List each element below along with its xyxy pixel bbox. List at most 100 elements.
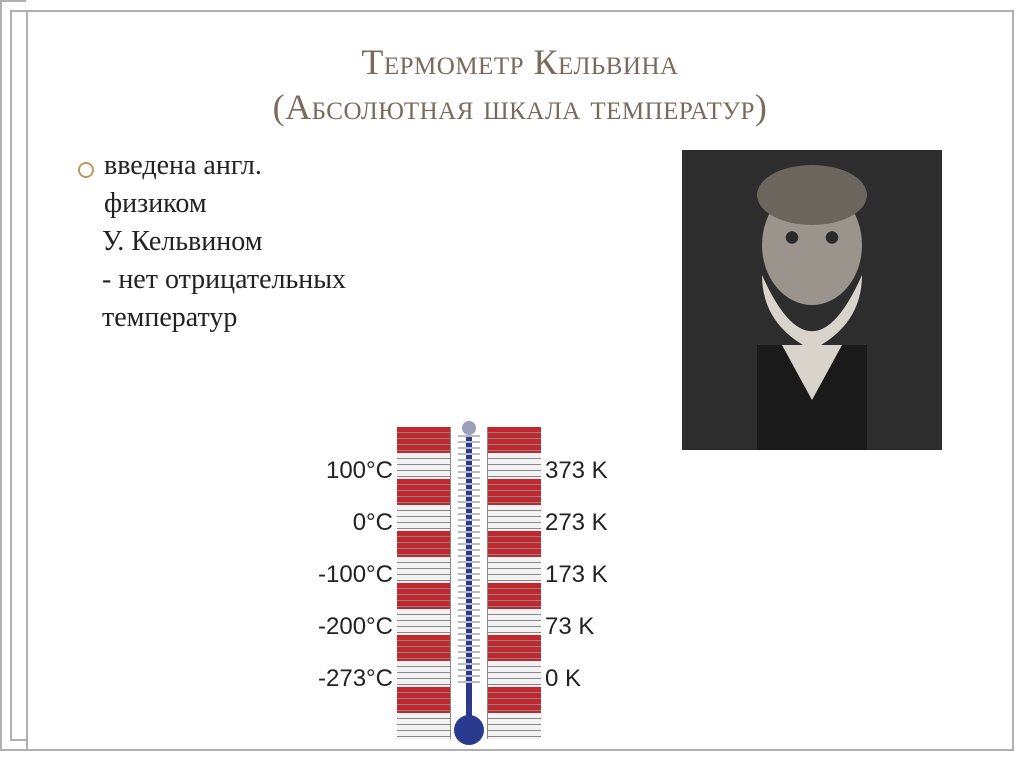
scale-block bbox=[397, 453, 451, 479]
thermometer-tick bbox=[458, 645, 480, 647]
scale-block bbox=[487, 713, 541, 739]
thermometer-tick bbox=[458, 555, 480, 557]
scale-block bbox=[487, 505, 541, 531]
thermometer-tick bbox=[458, 675, 480, 677]
thermometer-tick bbox=[458, 585, 480, 587]
scale-block bbox=[487, 479, 541, 505]
thermometer-tick bbox=[458, 477, 480, 479]
thermometer-tick bbox=[458, 447, 480, 449]
scale-block bbox=[397, 687, 451, 713]
scale-block bbox=[397, 609, 451, 635]
thermometer-tick bbox=[458, 591, 480, 593]
text-column: введена англ. физиком У. Кельвином - нет… bbox=[78, 150, 652, 450]
thermometer-tick bbox=[458, 435, 480, 437]
thermometer-tick bbox=[458, 453, 480, 455]
celsius-labels: 100°C 0°C -100°C -200°C -273°C bbox=[318, 445, 393, 710]
body-line-2: физиком bbox=[104, 188, 262, 220]
thermometer-tick bbox=[458, 489, 480, 491]
bullet-icon bbox=[78, 162, 94, 178]
kelvin-labels: 373 K 273 K 173 K 73 K 0 K bbox=[545, 445, 608, 710]
kelvin-173: 173 K bbox=[545, 549, 608, 601]
thermometer-tick bbox=[458, 501, 480, 503]
thermometer-tick bbox=[458, 549, 480, 551]
title-line2: (Абсолютная шкала температур) bbox=[273, 87, 768, 127]
thermometer-tick bbox=[458, 639, 480, 641]
thermometer-cap bbox=[462, 421, 476, 435]
celsius--200: -200°C bbox=[318, 601, 393, 653]
thermometer-tick bbox=[458, 663, 480, 665]
bullet-text: введена англ. физиком bbox=[104, 150, 262, 226]
kelvin-373: 373 K bbox=[545, 445, 608, 497]
thermometer-tick bbox=[458, 597, 480, 599]
scale-block bbox=[397, 505, 451, 531]
thermometer-tick bbox=[458, 525, 480, 527]
scale-block bbox=[487, 427, 541, 453]
scale-block bbox=[397, 661, 451, 687]
title-line1: Термометр Кельвина bbox=[361, 42, 678, 82]
thermometer-tick bbox=[458, 603, 480, 605]
slide-title: Термометр Кельвина (Абсолютная шкала тем… bbox=[28, 12, 1012, 140]
thermometer-tick bbox=[458, 537, 480, 539]
thermometer-tick bbox=[458, 507, 480, 509]
slide-frame-left bbox=[0, 0, 26, 751]
scale-block bbox=[487, 635, 541, 661]
scale-block bbox=[397, 635, 451, 661]
kelvin-73: 73 K bbox=[545, 601, 594, 653]
thermometer-tick bbox=[458, 579, 480, 581]
thermometer-tick bbox=[458, 519, 480, 521]
thermometer-tick bbox=[458, 567, 480, 569]
kelvin-0: 0 K bbox=[545, 653, 581, 705]
thermometer-tick bbox=[458, 657, 480, 659]
body-line-4: - нет отрицательных bbox=[102, 264, 652, 296]
slide-frame: Термометр Кельвина (Абсолютная шкала тем… bbox=[26, 10, 1014, 751]
thermometer-tick bbox=[458, 465, 480, 467]
thermometer-tick bbox=[458, 495, 480, 497]
thermometer-tick bbox=[458, 615, 480, 617]
scale-block bbox=[397, 557, 451, 583]
scale-block bbox=[487, 609, 541, 635]
thermometer-tick bbox=[458, 483, 480, 485]
body-line-3: У. Кельвином bbox=[102, 226, 652, 258]
thermometer-tick bbox=[458, 573, 480, 575]
thermometer-tick bbox=[458, 441, 480, 443]
kelvin-273: 273 K bbox=[545, 497, 608, 549]
scale-block bbox=[487, 453, 541, 479]
thermometer-tick bbox=[458, 669, 480, 671]
thermometer-tick bbox=[458, 609, 480, 611]
thermometer-tick bbox=[458, 543, 480, 545]
scale-block bbox=[487, 661, 541, 687]
thermometer-tick bbox=[458, 531, 480, 533]
scale-celsius bbox=[397, 427, 451, 739]
scale-block bbox=[487, 687, 541, 713]
scale-block bbox=[397, 713, 451, 739]
celsius-0: 0°C bbox=[353, 497, 393, 549]
celsius--100: -100°C bbox=[318, 549, 393, 601]
scale-block bbox=[487, 583, 541, 609]
celsius-100: 100°C bbox=[326, 445, 393, 497]
scale-block bbox=[397, 531, 451, 557]
portrait bbox=[682, 150, 942, 450]
thermometer-tick bbox=[458, 621, 480, 623]
thermometer-diagram: 100°C 0°C -100°C -200°C -273°C 373 K 273… bbox=[318, 407, 738, 752]
thermometer-tick bbox=[458, 651, 480, 653]
portrait-svg bbox=[682, 150, 942, 450]
thermometer-tick bbox=[458, 633, 480, 635]
thermometer-tick bbox=[458, 513, 480, 515]
body-line-5: температур bbox=[102, 302, 652, 334]
scale-kelvin bbox=[487, 427, 541, 739]
body-line-1: введена англ. bbox=[104, 150, 262, 182]
scale-block bbox=[397, 583, 451, 609]
scale-block bbox=[487, 557, 541, 583]
bullet-item: введена англ. физиком bbox=[78, 150, 652, 226]
thermometer-ticks bbox=[453, 435, 485, 721]
thermometer-tick bbox=[458, 681, 480, 683]
thermometer-tick bbox=[458, 471, 480, 473]
thermometer-tick bbox=[458, 459, 480, 461]
thermometer-tick bbox=[458, 561, 480, 563]
scale-block bbox=[487, 531, 541, 557]
thermometer-tick bbox=[458, 627, 480, 629]
scale-block bbox=[397, 479, 451, 505]
scale-block bbox=[397, 427, 451, 453]
celsius--273: -273°C bbox=[318, 653, 393, 705]
thermometer bbox=[453, 407, 485, 745]
